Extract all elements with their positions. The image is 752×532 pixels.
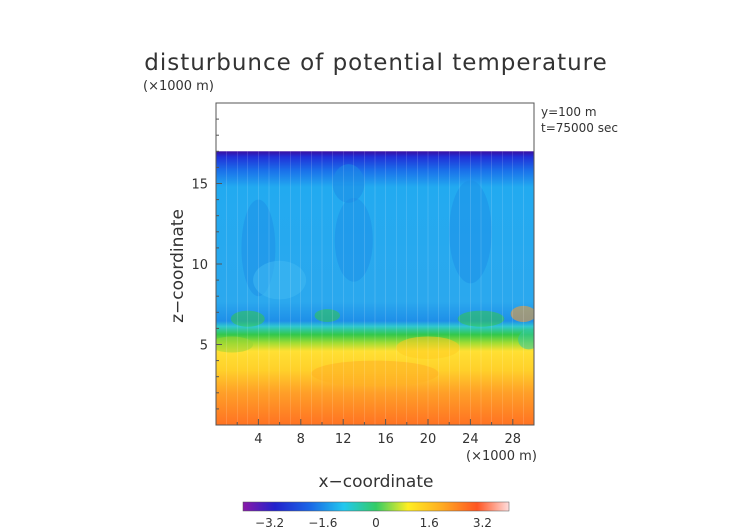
colorbar-ticks: −3.2 −1.6 0 1.6 3.2 <box>255 516 492 530</box>
field-blob <box>253 260 307 300</box>
colorbar-tick-label: −3.2 <box>255 516 284 530</box>
x-tick-label: 16 <box>377 432 394 447</box>
annotation-t: t=75000 sec <box>541 121 618 135</box>
field-blob <box>230 310 265 327</box>
field-blob <box>449 180 492 284</box>
y-tick-label: 15 <box>191 178 208 193</box>
y-tick-label: 10 <box>191 258 208 273</box>
field-blob <box>518 330 534 350</box>
colorbar-tick-label: 3.2 <box>473 516 492 530</box>
colorbar-tick-label: 1.6 <box>420 516 439 530</box>
x-tick-label: 20 <box>420 432 437 447</box>
colorbar-tick-label: 0 <box>372 516 380 530</box>
chart-title: disturbunce of potential temperature <box>144 50 608 76</box>
field-blob <box>396 336 460 359</box>
x-tick-label: 12 <box>335 432 352 447</box>
x-axis-label: x−coordinate <box>319 472 434 492</box>
annotation-y: y=100 m <box>541 105 597 119</box>
field-blob <box>332 164 365 203</box>
y-tick-label: 5 <box>200 339 208 354</box>
x-axis-ticks: 4 8 12 16 20 24 28 <box>236 419 522 447</box>
z-units-label: (×1000 m) <box>143 79 214 94</box>
y-axis-ticks: 5 10 15 <box>191 118 222 410</box>
field-blob <box>510 305 534 322</box>
field-blob <box>311 360 439 387</box>
x-tick-label: 4 <box>254 432 262 447</box>
x-tick-label: 24 <box>462 432 479 447</box>
colorbar-tick-label: −1.6 <box>308 516 337 530</box>
heatmap-field <box>216 151 534 425</box>
y-axis-label: z−coordinate <box>168 209 188 323</box>
field-blob <box>457 310 505 327</box>
field-blob <box>334 197 373 282</box>
x-units-label: (×1000 m) <box>466 449 537 464</box>
field-blob <box>314 309 341 322</box>
x-tick-label: 28 <box>505 432 522 447</box>
colorbar <box>242 501 510 512</box>
x-tick-label: 8 <box>297 432 305 447</box>
field-blob <box>216 336 254 353</box>
